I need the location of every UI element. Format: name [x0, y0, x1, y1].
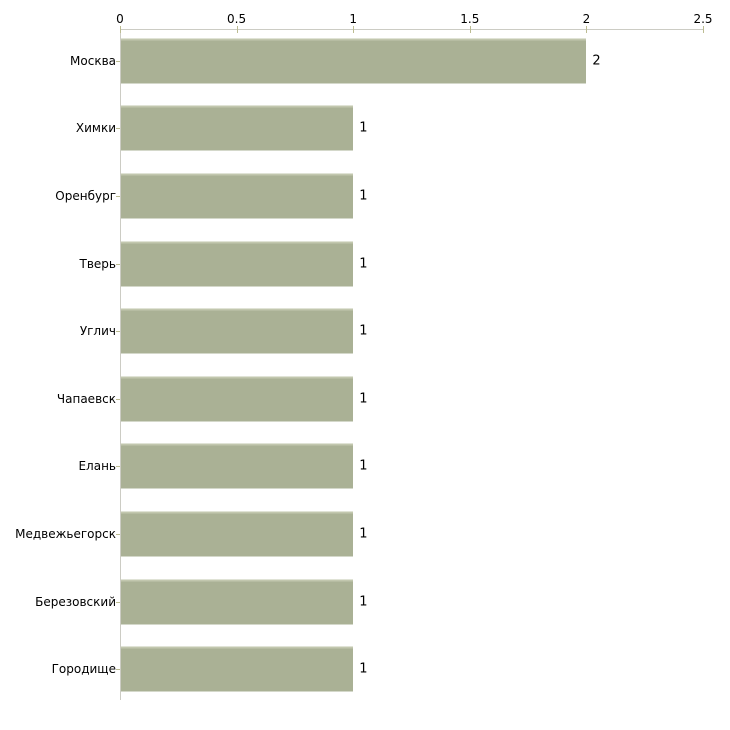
y-axis-line — [120, 29, 121, 700]
category-tick-mark — [116, 195, 120, 197]
category-label: Углич — [79, 324, 116, 339]
category-tick-mark — [116, 398, 120, 400]
bar-value-label: 1 — [359, 458, 368, 474]
x-axis-line — [120, 29, 703, 30]
bar-row: Медвежьегорск 1 — [0, 500, 730, 568]
bar — [121, 105, 354, 151]
category-label: Медвежьегорск — [15, 526, 116, 541]
category-tick-mark — [116, 331, 120, 333]
x-tick-mark — [120, 26, 121, 33]
x-tick-label: 1 — [349, 12, 358, 26]
bar-row: Березовский 1 — [0, 568, 730, 636]
category-label: Городище — [51, 662, 116, 677]
category-label: Елань — [78, 459, 116, 474]
x-tick-mark — [469, 26, 471, 33]
bar-value-label: 1 — [359, 594, 368, 610]
category-label: Москва — [70, 53, 116, 68]
bar — [121, 38, 587, 84]
bar-value-label: 1 — [359, 526, 368, 542]
bar-row: Городище 1 — [0, 635, 730, 703]
x-tick-mark — [703, 26, 704, 33]
x-tick-label: 0 — [116, 12, 124, 26]
x-tick-label: 2.5 — [693, 12, 713, 26]
category-label: Тверь — [79, 256, 116, 271]
category-label: Чапаевск — [56, 391, 116, 406]
bar — [121, 579, 354, 625]
bar-row: Чапаевск 1 — [0, 365, 730, 433]
bar-value-label: 2 — [592, 53, 601, 69]
category-tick-mark — [116, 466, 120, 468]
bar-value-label: 1 — [359, 120, 368, 136]
bar — [121, 511, 354, 557]
category-label: Березовский — [35, 594, 116, 609]
bar — [121, 376, 354, 422]
category-tick-mark — [116, 669, 120, 671]
bar-row: Елань 1 — [0, 433, 730, 501]
bar — [121, 443, 354, 489]
x-tick-label: 2 — [582, 12, 591, 26]
x-tick-mark — [236, 26, 238, 33]
bar — [121, 173, 354, 219]
bar-value-label: 1 — [359, 256, 368, 272]
category-tick-mark — [116, 533, 120, 535]
category-label: Химки — [75, 121, 116, 136]
bar — [121, 241, 354, 287]
bar-row: Москва 2 — [0, 27, 730, 95]
bar-row: Оренбург 1 — [0, 162, 730, 230]
bar-value-label: 1 — [359, 391, 368, 407]
bar — [121, 308, 354, 354]
bar — [121, 646, 354, 692]
bar-row: Углич 1 — [0, 297, 730, 365]
category-label: Оренбург — [55, 188, 116, 203]
category-tick-mark — [116, 601, 120, 603]
bar-row: Химки 1 — [0, 95, 730, 163]
category-tick-mark — [116, 263, 120, 265]
x-tick-label: 1.5 — [460, 12, 480, 26]
x-tick-label: 0.5 — [227, 12, 247, 26]
bar-value-label: 1 — [359, 323, 368, 339]
category-tick-mark — [116, 128, 120, 130]
bar-value-label: 1 — [359, 661, 368, 677]
category-tick-mark — [116, 60, 120, 62]
bar-value-label: 1 — [359, 188, 368, 204]
x-tick-mark — [586, 26, 588, 33]
bar-row: Тверь 1 — [0, 230, 730, 298]
x-tick-mark — [353, 26, 355, 33]
